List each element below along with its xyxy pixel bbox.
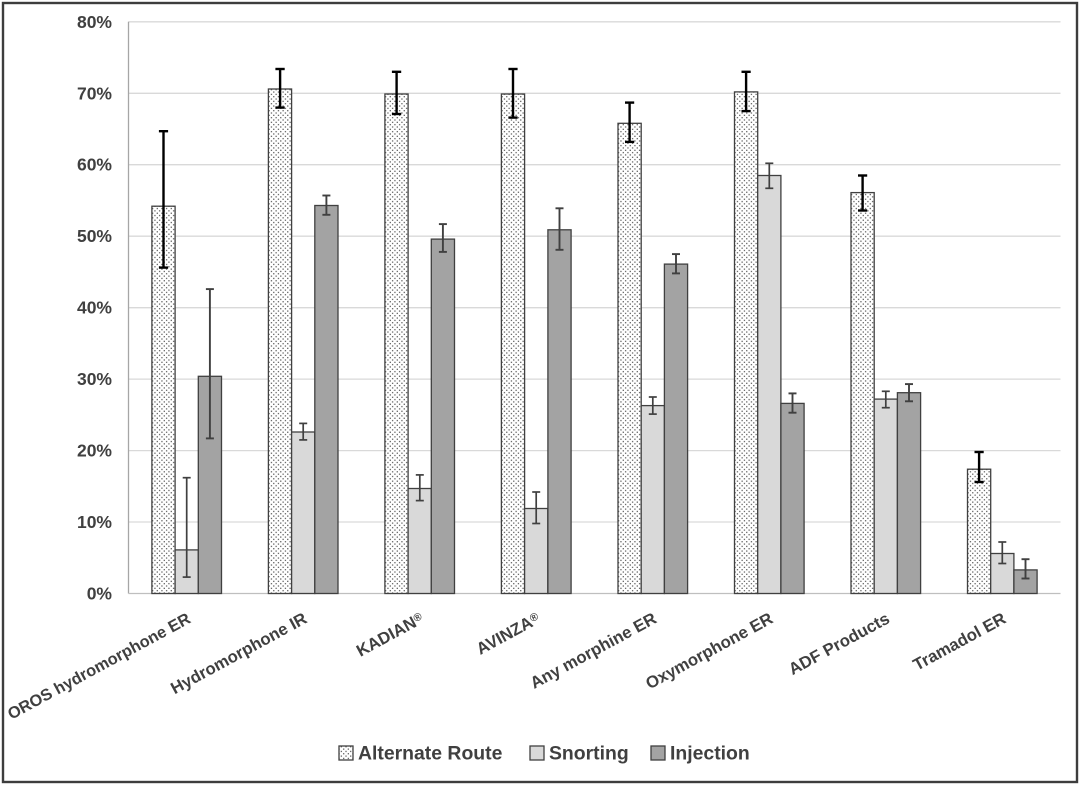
svg-text:Alternate Route: Alternate Route bbox=[358, 743, 503, 765]
svg-text:60%: 60% bbox=[77, 155, 112, 175]
svg-text:Injection: Injection bbox=[670, 743, 750, 765]
svg-text:70%: 70% bbox=[77, 83, 112, 103]
svg-text:30%: 30% bbox=[77, 369, 112, 389]
svg-text:40%: 40% bbox=[77, 298, 112, 318]
svg-text:10%: 10% bbox=[77, 512, 112, 532]
svg-text:Snorting: Snorting bbox=[549, 743, 629, 765]
svg-text:20%: 20% bbox=[77, 441, 112, 461]
svg-text:0%: 0% bbox=[87, 584, 113, 604]
svg-text:80%: 80% bbox=[77, 12, 112, 32]
svg-text:50%: 50% bbox=[77, 226, 112, 246]
